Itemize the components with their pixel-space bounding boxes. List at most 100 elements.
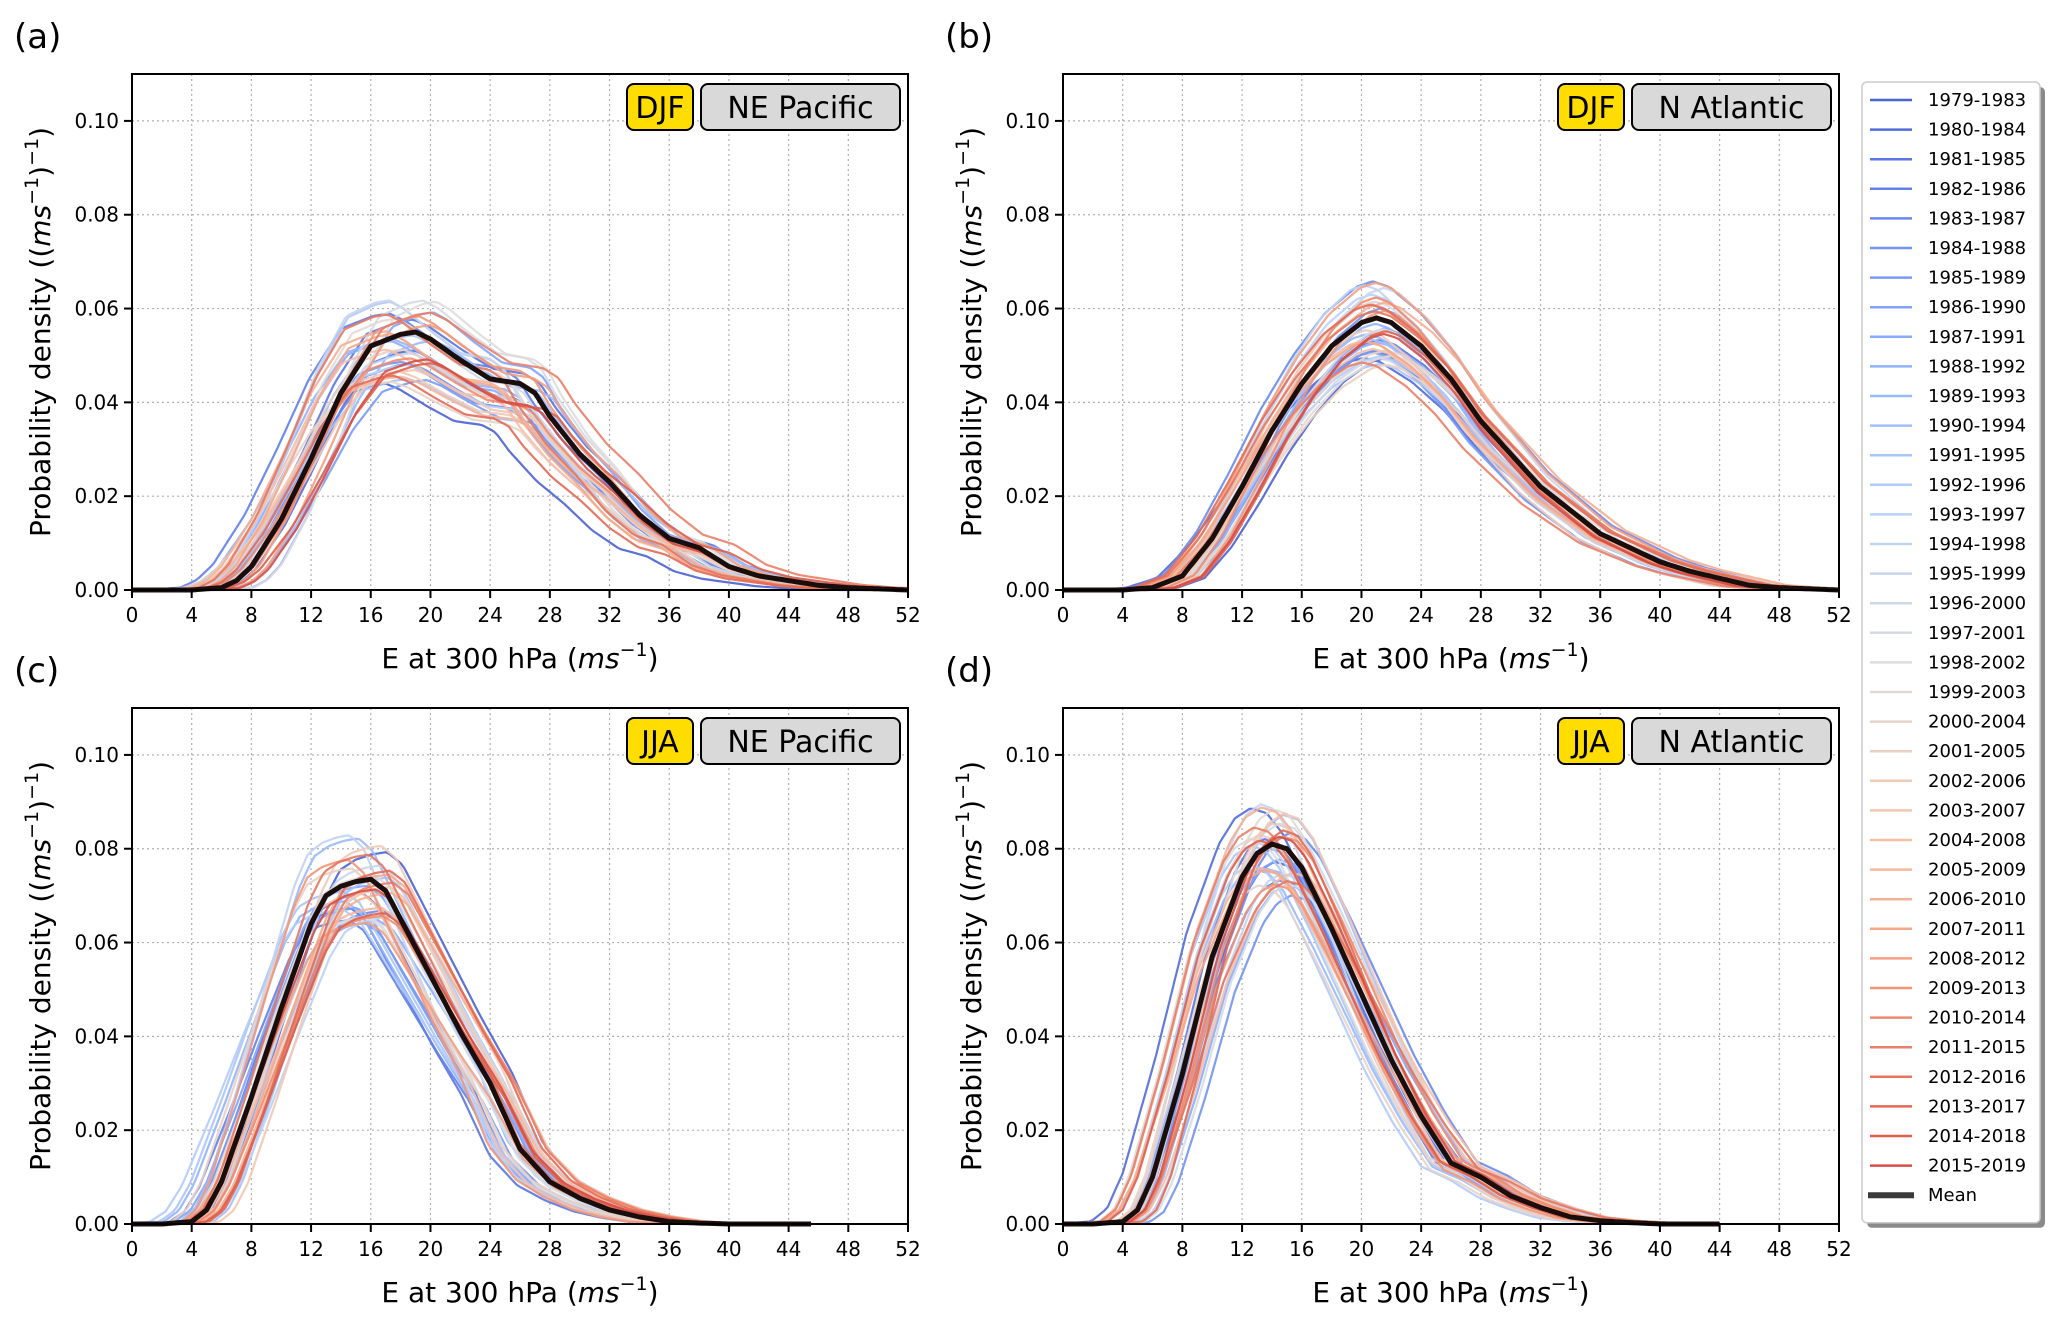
legend-item: 2012-2016 <box>1870 1067 2026 1088</box>
legend-label: 2012-2016 <box>1928 1067 2026 1088</box>
legend-item: 1997-2001 <box>1870 623 2026 644</box>
y-axis-label-exp: −1 <box>952 811 974 839</box>
y-axis-label: Probability density ((ms−1)−1) <box>952 127 988 537</box>
x-tick-label: 24 <box>477 603 502 627</box>
x-tick-label: 52 <box>895 1237 920 1261</box>
panel-d: (d)0 4 8 12 16 20 24 28 32 36 40 44 48 520.000.020.04… <box>945 651 1852 1309</box>
season-badge <box>1557 83 1625 131</box>
y-tick-label: 0.10 <box>74 743 119 767</box>
season-badge-text: JJA <box>639 725 679 760</box>
legend-label: 1980-1984 <box>1928 120 2026 141</box>
y-axis: 0.00 0.02 0.04 0.06 0.08 0.10 <box>74 743 132 1236</box>
legend-label: 1979-1983 <box>1928 90 2026 111</box>
legend-label: 2009-2013 <box>1928 978 2026 999</box>
legend-item: 1980-1984 <box>1870 120 2026 141</box>
x-tick-label: 48 <box>836 603 861 627</box>
x-axis: 0 4 8 12 16 20 24 28 32 36 40 44 48 52 <box>126 590 921 627</box>
y-axis-label-unit: ms <box>24 839 57 881</box>
legend-item: 2004-2008 <box>1870 830 2026 851</box>
x-tick-label: 12 <box>1229 603 1254 627</box>
legend-label: 1989-1993 <box>1928 386 2026 407</box>
region-badge <box>1631 83 1832 131</box>
y-axis-label-exp: −1 <box>21 138 43 166</box>
y-tick-label: 0.04 <box>1005 390 1050 414</box>
x-tick-label: 8 <box>245 603 258 627</box>
legend-label: 2003-2007 <box>1928 800 2026 821</box>
series-line <box>1063 332 1839 592</box>
x-tick-label: 20 <box>1349 603 1374 627</box>
y-tick-label: 0.04 <box>74 390 119 414</box>
legend-item: 2008-2012 <box>1870 948 2026 969</box>
legend-item: 1993-1997 <box>1870 504 2026 525</box>
x-tick-label: 8 <box>1176 1237 1189 1261</box>
y-axis-label-unit: ms <box>24 205 57 247</box>
x-axis-label-unit: ms <box>1509 642 1551 675</box>
legend-label: 2013-2017 <box>1928 1096 2026 1117</box>
x-tick-label: 20 <box>418 603 443 627</box>
legend-item: 1981-1985 <box>1870 149 2026 170</box>
x-tick-label: 40 <box>716 1237 741 1261</box>
y-tick-label: 0.06 <box>1005 297 1050 321</box>
y-axis-label-exp: −1 <box>952 138 974 166</box>
x-axis-label-unit: ms <box>578 642 620 675</box>
legend-item: 1985-1989 <box>1870 268 2026 289</box>
legend-label: 1987-1991 <box>1928 327 2026 348</box>
legend-label: 2007-2011 <box>1928 919 2026 940</box>
legend-item-mean: Mean <box>1868 1185 1977 1206</box>
legend-item: 2006-2010 <box>1870 889 2026 910</box>
legend-item: 2011-2015 <box>1870 1037 2026 1058</box>
legend-item: 1989-1993 <box>1870 386 2026 407</box>
y-axis-label-paren: (( <box>24 881 57 912</box>
legend-item: 2001-2005 <box>1870 741 2026 762</box>
y-tick-label: 0.00 <box>74 1212 119 1236</box>
x-tick-label: 20 <box>1349 1237 1374 1261</box>
legend-item: 2009-2013 <box>1870 978 2026 999</box>
y-tick-label: 0.04 <box>1005 1024 1050 1048</box>
legend-label: 2004-2008 <box>1928 830 2026 851</box>
x-tick-label: 0 <box>126 1237 139 1261</box>
legend-label: 1994-1998 <box>1928 534 2026 555</box>
legend-item: 1987-1991 <box>1870 327 2026 348</box>
y-tick-label: 0.08 <box>74 837 119 861</box>
y-tick-label: 0.06 <box>74 931 119 955</box>
legend-label: 2014-2018 <box>1928 1126 2026 1147</box>
y-axis-label-paren: ) <box>955 761 988 772</box>
x-tick-label: 44 <box>776 603 801 627</box>
y-axis-label-paren: (( <box>955 247 988 278</box>
legend-label: 1988-1992 <box>1928 356 2026 377</box>
x-axis-label-text: E at 300 hPa <box>1312 642 1489 675</box>
series-line <box>1063 879 1720 1226</box>
panel-label: (b) <box>945 17 993 57</box>
legend-item: 1986-1990 <box>1870 297 2026 318</box>
x-axis-label-exp: −1 <box>1551 1273 1579 1295</box>
x-axis: 0 4 8 12 16 20 24 28 32 36 40 44 48 52 <box>1057 1224 1852 1261</box>
panel-label: (a) <box>14 17 61 57</box>
legend-item: 2013-2017 <box>1870 1096 2026 1117</box>
series-line <box>132 374 908 592</box>
y-tick-label: 0.10 <box>1005 109 1050 133</box>
x-tick-label: 28 <box>1468 1237 1493 1261</box>
series-line <box>132 362 909 592</box>
x-axis-label-paren: ) <box>1579 642 1590 675</box>
legend-label: 2011-2015 <box>1928 1037 2026 1058</box>
x-tick-label: 28 <box>537 603 562 627</box>
x-tick-label: 40 <box>1647 603 1672 627</box>
x-tick-label: 8 <box>1176 603 1189 627</box>
axes-frame <box>131 707 909 1225</box>
x-tick-label: 24 <box>1408 1237 1433 1261</box>
y-axis-label-paren: (( <box>24 247 57 278</box>
x-tick-label: 16 <box>1289 1237 1314 1261</box>
season-badge-text: JJA <box>1570 725 1610 760</box>
x-tick-label: 0 <box>126 603 139 627</box>
y-axis: 0.00 0.02 0.04 0.06 0.08 0.10 <box>1005 743 1063 1236</box>
season-badge <box>1557 717 1625 765</box>
x-tick-label: 4 <box>185 603 198 627</box>
series-line <box>1063 301 1840 592</box>
x-axis-label-paren: ( <box>558 1276 578 1309</box>
x-axis-label-paren: ( <box>1489 1276 1509 1309</box>
region-badge <box>700 717 901 765</box>
region-badge-text: N Atlantic <box>1658 725 1804 760</box>
x-tick-label: 32 <box>1528 1237 1553 1261</box>
season-badge <box>626 83 694 131</box>
